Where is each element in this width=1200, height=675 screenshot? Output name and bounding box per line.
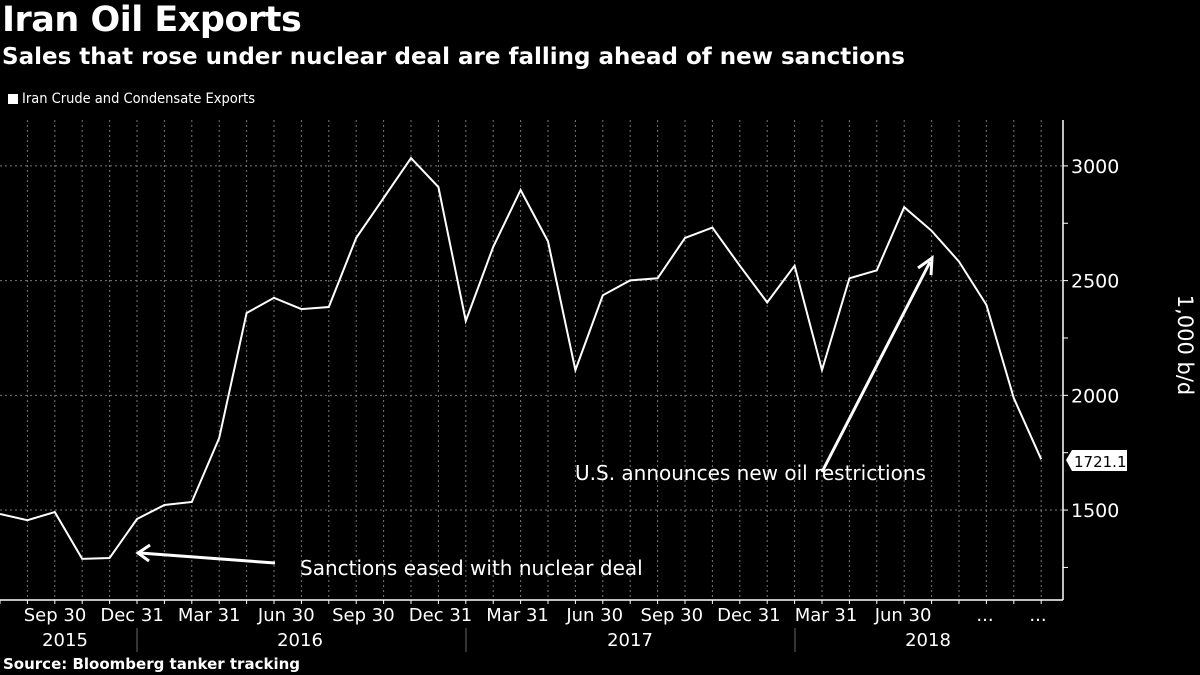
x-tick-label: Dec 31 [717,605,780,626]
x-tick-label: Jun 30 [257,605,315,626]
y-tick-label: 3000 [1071,156,1119,178]
year-label: 2015 [42,630,88,651]
chart-title: Iran Oil Exports [2,0,302,40]
annotation-sanctions: Sanctions eased with nuclear deal [300,556,643,580]
y-tick-label: 1500 [1071,500,1119,522]
source-note: Source: Bloomberg tanker tracking [3,655,301,673]
x-tick-label: Mar 31 [178,605,241,626]
x-tick-label: ... [976,605,993,626]
annotation-arrow-sanctions [139,551,276,565]
y-tick-label: 2000 [1071,385,1119,407]
y-tick-label: 2500 [1071,271,1119,293]
series [0,156,1043,560]
legend-swatch [8,94,18,104]
legend: Iran Crude and Condensate Exports [8,91,255,107]
x-tick-label: Dec 31 [409,605,472,626]
axes: 1500 2000 2500 3000 Sep 30 Dec 31 Mar 31 Jun 30… [0,120,1119,652]
y-axis-label: 1,000 b/d [1173,295,1197,396]
x-tick-label: Jun 30 [874,605,932,626]
annotations: Sanctions eased with nuclear deal U.S. a… [135,254,934,580]
x-tick-label: Mar 31 [795,605,858,626]
year-label: 2017 [607,630,653,651]
annotation-arrowhead-sanctions [135,543,151,563]
grid [0,120,1063,600]
x-tick-label: Sep 30 [332,605,395,626]
year-label: 2018 [905,630,951,651]
last-value-label: 1721.111 [1066,450,1146,471]
annotation-arrow-us [820,261,932,473]
year-label: 2016 [277,630,323,651]
legend-label: Iran Crude and Condensate Exports [22,91,255,107]
x-tick-label: Mar 31 [486,605,549,626]
last-value-text: 1721.111 [1074,453,1146,471]
x-tick-label: Jun 30 [565,605,623,626]
series-line [0,156,1043,560]
x-tick-label: Dec 31 [100,605,163,626]
annotation-us: U.S. announces new oil restrictions [575,461,926,485]
annotation-arrowhead-us [917,254,934,276]
x-tick-label: ... [1029,605,1046,626]
chart-subtitle: Sales that rose under nuclear deal are f… [2,44,905,70]
x-tick-label: Sep 30 [24,605,87,626]
x-tick-label: Sep 30 [641,605,704,626]
